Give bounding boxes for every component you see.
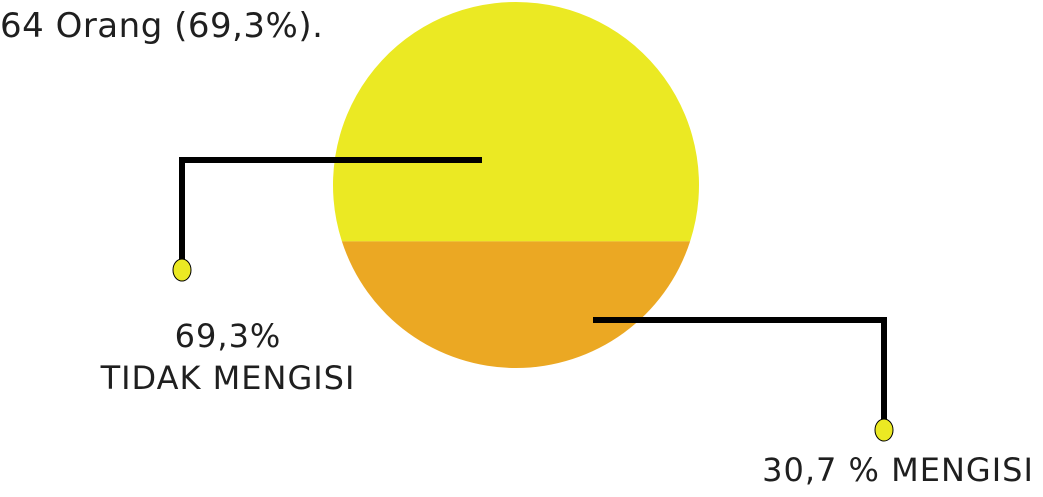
pie-segment-tidak-mengisi bbox=[333, 1, 700, 242]
leader-line-mengisi bbox=[593, 317, 887, 424]
caption: 64 Orang (69,3%). bbox=[0, 6, 324, 46]
pie-segment-mengisi bbox=[341, 241, 691, 368]
leader-line-tidak-mengisi bbox=[179, 157, 482, 264]
data-label-mengisi: 30,7 % MENGISI bbox=[762, 451, 1034, 489]
label-marker-mengisi bbox=[874, 418, 894, 442]
label-marker-tidak-mengisi bbox=[172, 258, 192, 282]
data-label-tidak-mengisi-value: 69,3% bbox=[174, 317, 282, 355]
data-label-tidak-mengisi-category: TIDAK MENGISI bbox=[100, 359, 356, 397]
